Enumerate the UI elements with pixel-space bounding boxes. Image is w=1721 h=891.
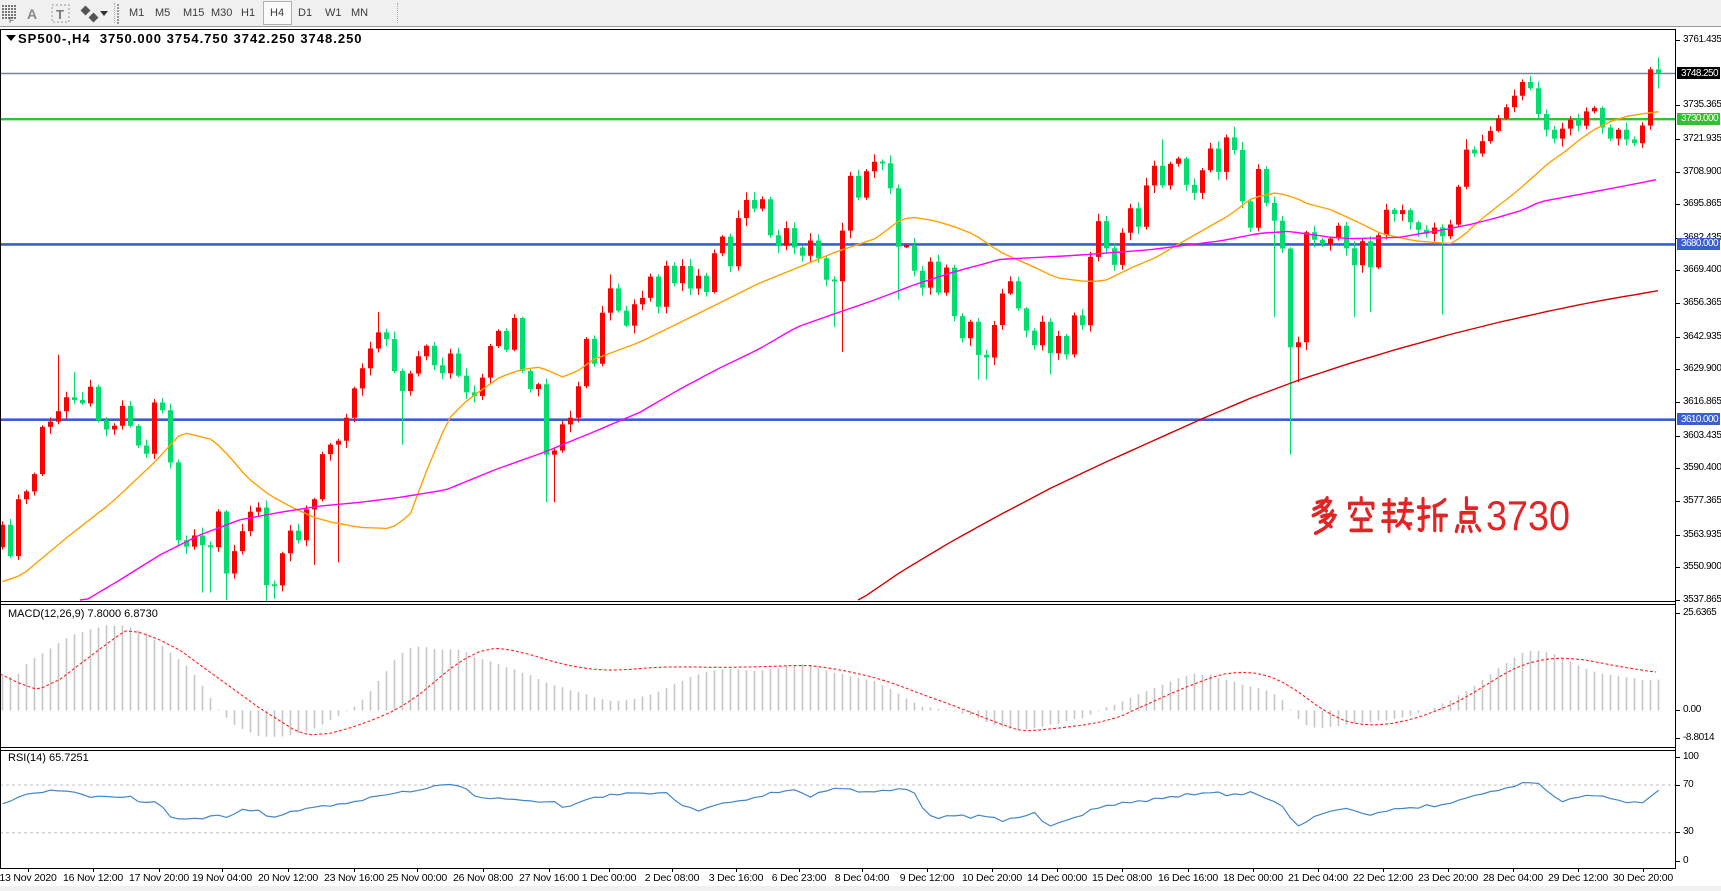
svg-text:A: A	[27, 6, 37, 22]
svg-text:T: T	[56, 7, 64, 22]
svg-text:F: F	[9, 16, 14, 25]
svg-text:3730: 3730	[1486, 492, 1570, 539]
